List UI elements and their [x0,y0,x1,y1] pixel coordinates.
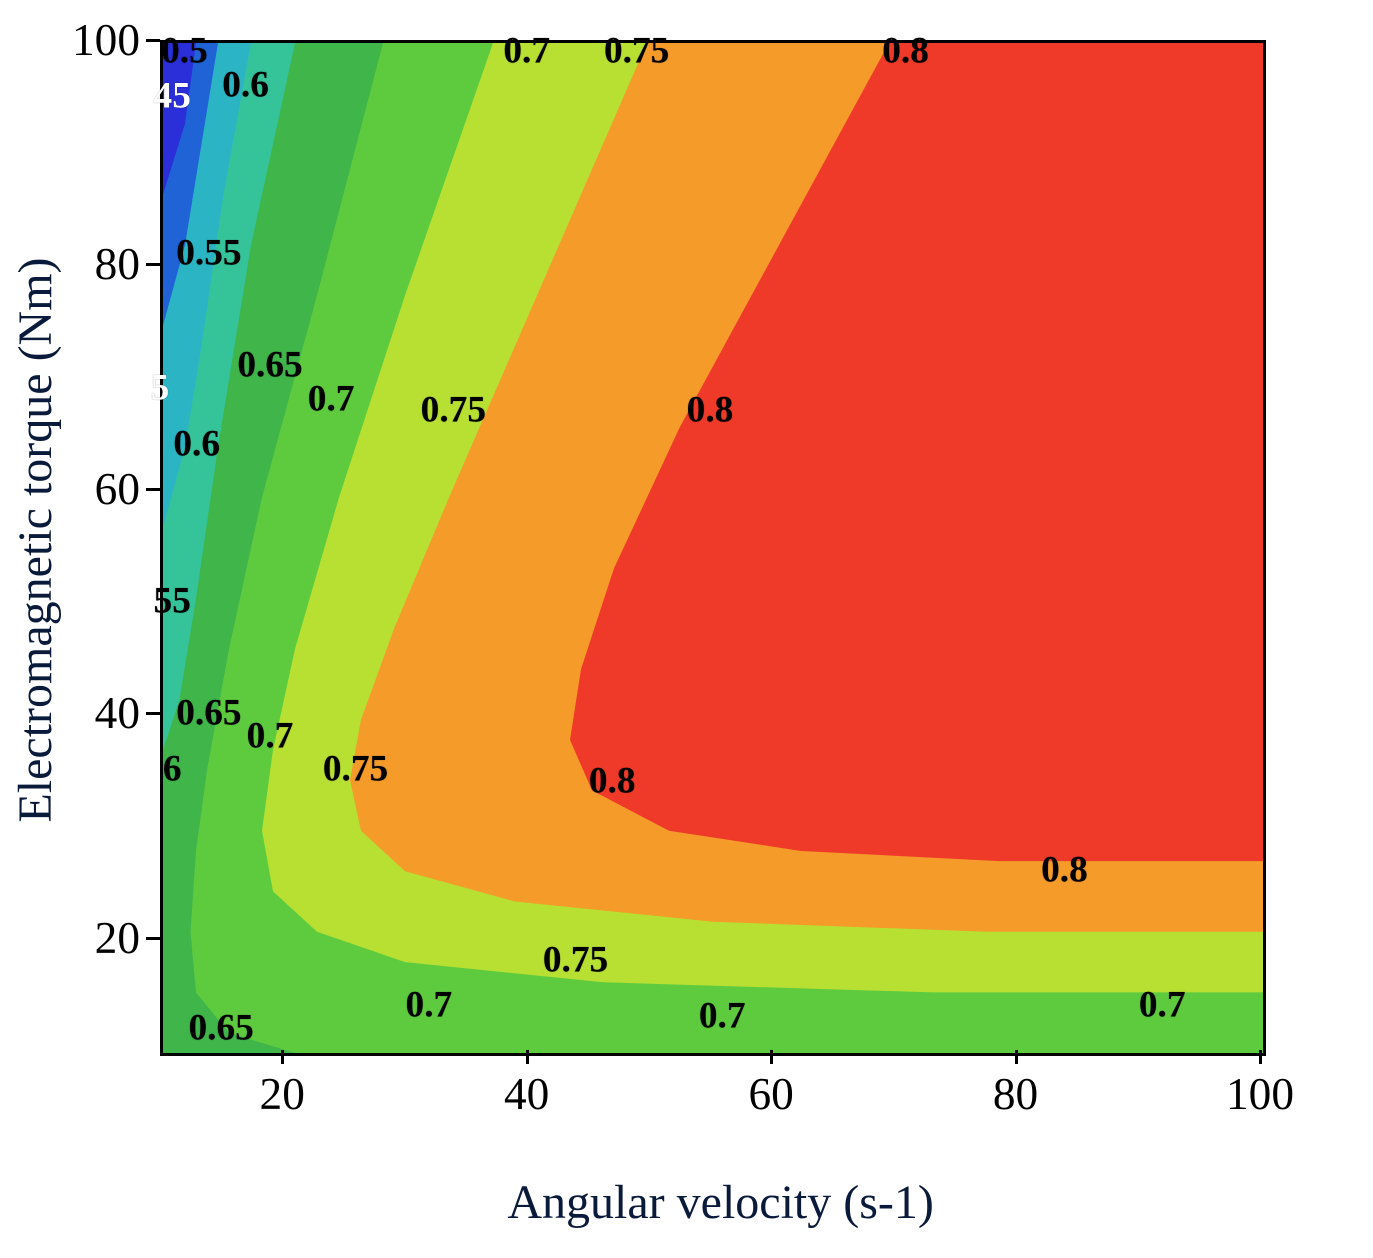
x-axis-title: Angular velocity (s-1) [507,1175,934,1230]
y-tick-label: 60 [50,463,140,515]
x-tick-label: 60 [731,1068,811,1120]
x-tick-label: 20 [242,1068,322,1120]
x-tick-mark [1015,1050,1018,1064]
contour-figure: Electromagnetic torque (Nm) Angular velo… [0,0,1373,1258]
x-tick-mark [1259,1050,1262,1064]
y-tick-label: 40 [50,687,140,739]
x-tick-mark [770,1050,773,1064]
x-tick-label: 40 [487,1068,567,1120]
y-tick-label: 100 [50,14,140,66]
y-tick-mark [146,263,160,266]
plot-area [160,40,1266,1056]
y-tick-label: 80 [50,238,140,290]
y-tick-mark [146,712,160,715]
y-tick-mark [146,39,160,42]
y-tick-mark [146,488,160,491]
x-tick-mark [526,1050,529,1064]
y-tick-mark [146,937,160,940]
y-tick-label: 20 [50,912,140,964]
x-tick-label: 100 [1220,1068,1300,1120]
x-tick-mark [281,1050,284,1064]
x-tick-label: 80 [976,1068,1056,1120]
